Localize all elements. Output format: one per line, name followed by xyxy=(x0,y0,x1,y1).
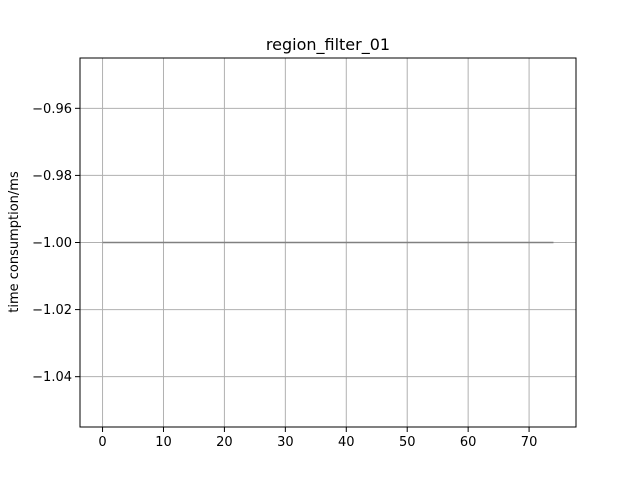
y-tick-label: −0.96 xyxy=(32,102,72,117)
y-tick-label: −1.00 xyxy=(32,236,72,251)
x-tick-label: 10 xyxy=(155,435,172,450)
x-tick-layer: 0 10 20 30 40 50 60 70 xyxy=(98,427,537,450)
y-tick-label: −1.04 xyxy=(32,370,72,385)
y-tick-layer: −0.96 −0.98 −1.00 −1.02 −1.04 xyxy=(32,102,80,385)
x-tick-label: 20 xyxy=(216,435,233,450)
y-tick-label: −1.02 xyxy=(32,303,72,318)
x-tick-label: 70 xyxy=(521,435,538,450)
x-tick-label: 30 xyxy=(277,435,294,450)
y-tick-label: −0.98 xyxy=(32,169,72,184)
y-axis-label: time consumption/ms xyxy=(7,171,22,313)
x-tick-label: 40 xyxy=(338,435,355,450)
x-tick-label: 60 xyxy=(460,435,477,450)
chart-title: region_filter_01 xyxy=(266,35,390,55)
x-tick-label: 50 xyxy=(399,435,416,450)
x-tick-label: 0 xyxy=(98,435,106,450)
